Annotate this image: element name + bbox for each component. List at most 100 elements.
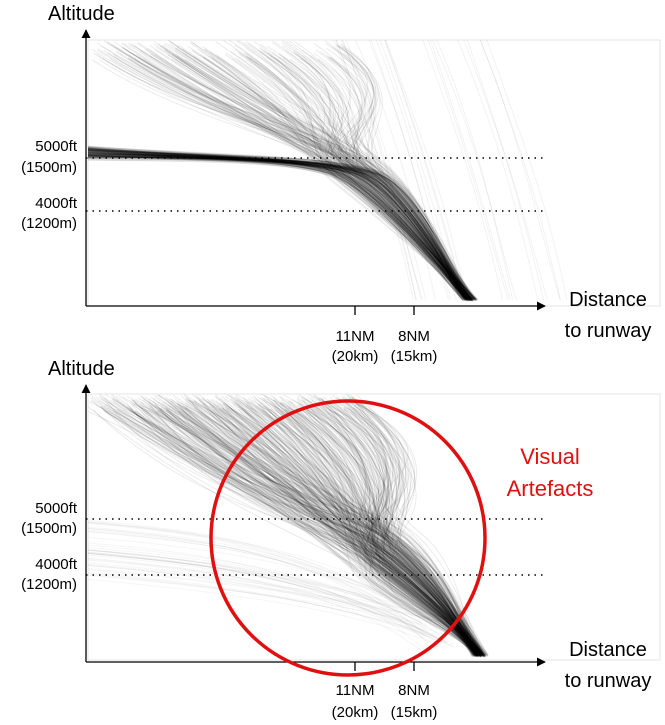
trajectory-line xyxy=(165,408,485,657)
trajectory-line xyxy=(87,153,477,302)
trajectory-outlier xyxy=(87,549,421,623)
trajectory-line xyxy=(348,394,479,657)
trajectory-line xyxy=(87,152,472,301)
trajectory-outlier xyxy=(87,552,458,623)
bottom-y-axis-label: Altitude xyxy=(48,358,115,380)
trajectory-line xyxy=(179,59,473,301)
trajectory-outlier xyxy=(87,549,443,625)
trajectory-line xyxy=(301,409,477,658)
trajectory-line xyxy=(121,46,472,301)
trajectory-line xyxy=(87,149,474,301)
trajectory-line xyxy=(112,400,475,657)
trajectory-line xyxy=(87,149,472,301)
trajectory-line xyxy=(223,398,484,657)
trajectory-line xyxy=(284,408,480,657)
trajectory-line xyxy=(147,47,466,300)
trajectory-line xyxy=(247,401,486,657)
trajectory-line xyxy=(342,396,483,657)
trajectory-line xyxy=(215,401,486,657)
trajectory-line xyxy=(137,42,470,300)
trajectory-line xyxy=(257,405,478,657)
trajectory-line xyxy=(176,46,475,300)
trajectory-line xyxy=(285,408,479,658)
trajectory-line xyxy=(164,42,464,300)
trajectory-line xyxy=(320,401,482,657)
trajectory-line xyxy=(87,153,473,302)
trajectory-line xyxy=(280,396,485,657)
trajectory-line xyxy=(232,404,484,657)
trajectory-line xyxy=(275,57,466,301)
bottom-x-axis-label-line2: to runway xyxy=(565,670,652,692)
trajectory-line xyxy=(259,46,471,300)
trajectory-line xyxy=(168,40,467,302)
trajectory-line xyxy=(87,156,472,301)
trajectory-line xyxy=(87,148,471,301)
visual-artefacts-label-line1: Visual xyxy=(520,444,580,469)
trajectory-outlier xyxy=(368,39,450,301)
bottom-ref-5000-ft: 5000ft xyxy=(35,500,78,517)
trajectory-outlier xyxy=(87,557,421,651)
trajectory-line xyxy=(87,147,473,301)
trajectory-line xyxy=(169,408,482,655)
trajectory-line xyxy=(311,407,485,656)
trajectory-outlier xyxy=(87,574,424,626)
trajectory-line xyxy=(115,51,468,301)
trajectory-line xyxy=(136,42,468,301)
trajectory-line xyxy=(234,48,477,302)
trajectory-line xyxy=(329,56,467,301)
trajectory-line xyxy=(165,408,481,657)
trajectory-line xyxy=(197,49,468,301)
trajectory-line xyxy=(175,47,468,301)
trajectory-line xyxy=(87,149,474,300)
trajectory-line xyxy=(262,406,480,655)
trajectory-line xyxy=(161,403,480,657)
trajectory-line xyxy=(309,396,482,656)
trajectory-line xyxy=(87,155,472,301)
trajectory-line xyxy=(329,56,473,301)
trajectory-line xyxy=(179,410,485,656)
trajectory-outlier xyxy=(87,574,436,638)
trajectory-outlier xyxy=(427,39,509,301)
trajectory-line xyxy=(262,399,485,657)
trajectory-line xyxy=(268,408,486,658)
trajectory-line xyxy=(260,51,471,300)
trajectory-line xyxy=(321,398,479,656)
trajectory-line xyxy=(273,40,464,302)
trajectory-line xyxy=(107,407,478,657)
trajectory-line xyxy=(271,403,481,658)
trajectory-line xyxy=(87,152,471,301)
trajectory-line xyxy=(305,411,481,657)
bottom-ref-4000-m: (1200m) xyxy=(21,576,77,593)
trajectory-line xyxy=(318,400,481,657)
trajectory-line xyxy=(353,407,482,658)
trajectory-line xyxy=(87,148,468,300)
trajectory-line xyxy=(134,59,475,301)
trajectory-line xyxy=(160,408,481,656)
trajectory-line xyxy=(285,40,473,301)
trajectory-line xyxy=(134,402,481,656)
trajectory-line xyxy=(325,47,471,300)
trajectory-line xyxy=(128,54,466,301)
trajectory-line xyxy=(274,402,484,657)
trajectory-line xyxy=(161,401,481,657)
trajectory-line xyxy=(87,157,473,302)
trajectory-line xyxy=(300,407,477,657)
trajectory-line xyxy=(126,395,486,657)
trajectory-line xyxy=(87,151,471,301)
trajectory-line xyxy=(170,401,475,657)
trajectory-line xyxy=(202,46,477,300)
trajectory-line xyxy=(273,405,479,656)
trajectory-line xyxy=(174,49,471,301)
trajectory-line xyxy=(87,146,476,301)
trajectory-line xyxy=(221,403,479,657)
trajectory-outlier xyxy=(87,530,427,630)
trajectory-line xyxy=(319,397,474,656)
trajectory-line xyxy=(289,40,477,301)
trajectory-line xyxy=(356,402,483,656)
trajectory-outlier xyxy=(87,521,426,636)
trajectory-line xyxy=(87,149,465,300)
trajectory-line xyxy=(87,155,474,300)
trajectory-line xyxy=(87,154,468,301)
trajectory-line xyxy=(87,155,471,300)
trajectory-line xyxy=(87,151,473,301)
